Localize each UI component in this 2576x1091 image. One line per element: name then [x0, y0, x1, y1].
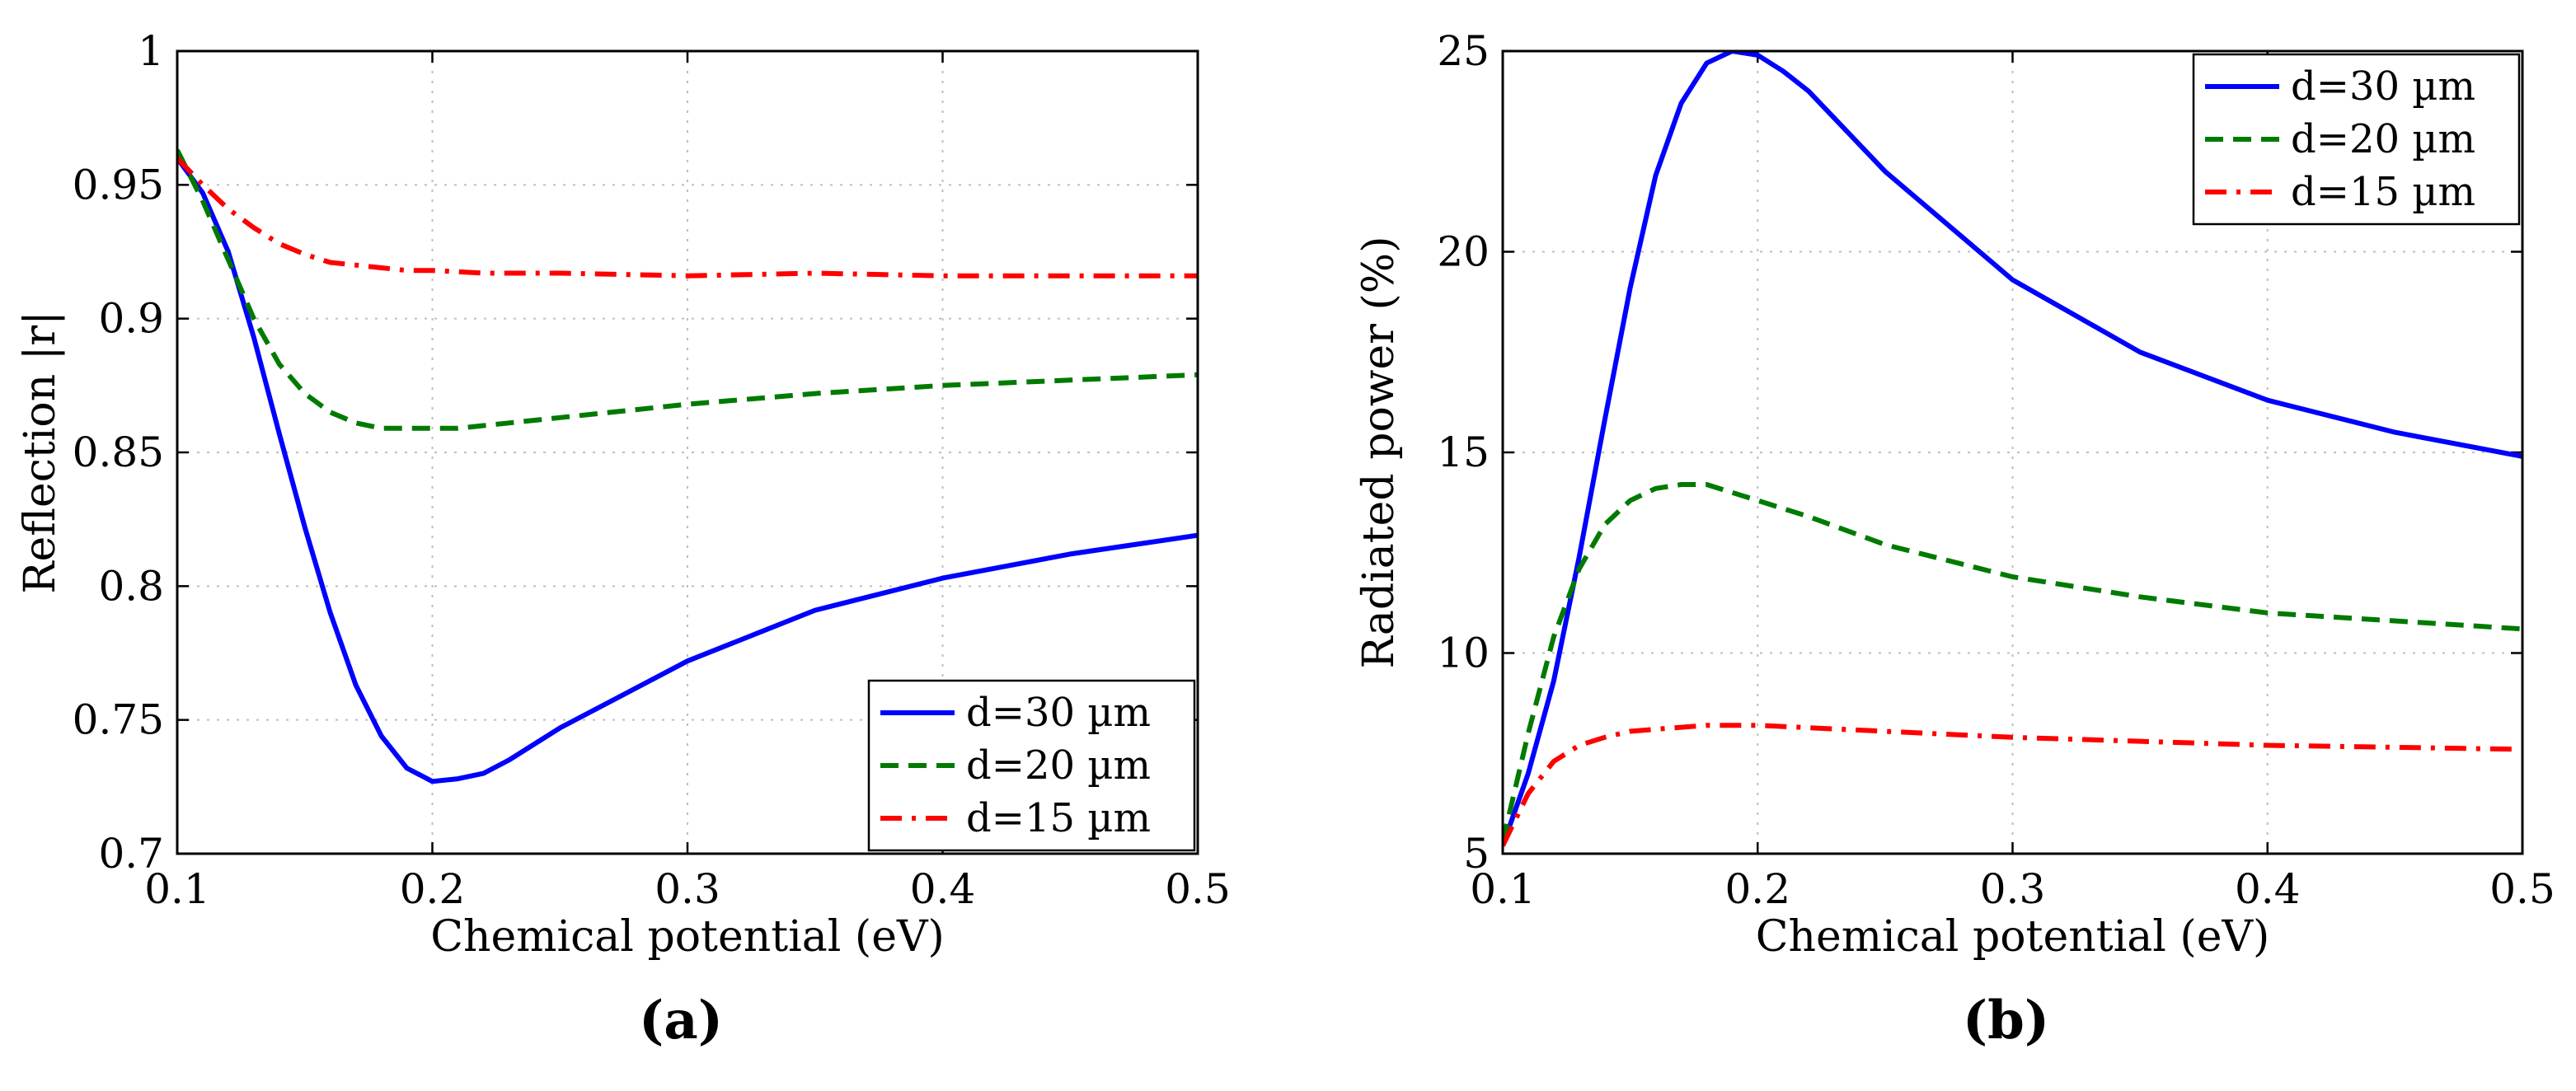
y-tick-label: 20 [1437, 228, 1490, 276]
x-axis-label: Chemical potential (eV) [1756, 912, 2270, 962]
series-line-3 [177, 156, 1198, 279]
legend-label: d=15 µm [966, 795, 1151, 841]
legend: d=30 µm d=20 µm d=15 µm [2192, 53, 2521, 226]
series-line-2 [177, 148, 1198, 431]
y-tick-label: 0.7 [98, 830, 164, 878]
chart-panel-a: 0.1 0.2 0.3 0.4 0.5 0.7 0.75 0.8 0.85 0.9 0.95 1 Che… [16, 27, 1231, 1051]
series-line-2 [1503, 482, 2522, 843]
y-axis-label: Radiated power (%) [1354, 236, 1404, 668]
series-line-1 [177, 157, 1198, 784]
legend-label: d=20 µm [2291, 116, 2475, 162]
legend-label: d=20 µm [966, 742, 1151, 789]
y-tick-label: 0.8 [98, 562, 164, 610]
y-tick-label: 0.85 [73, 428, 164, 476]
plot-frame [1501, 49, 2524, 855]
legend: d=30 µm d=20 µm d=15 µm [867, 679, 1196, 852]
panel-label: (b) [1963, 990, 2049, 1051]
x-tick-label: 0.4 [2235, 865, 2301, 913]
y-tick-label: 0.95 [73, 161, 164, 208]
x-tick-label: 0.2 [1724, 865, 1790, 913]
legend-label: d=30 µm [2291, 63, 2475, 110]
x-tick-label: 0.1 [144, 865, 210, 913]
x-axis-label: Chemical potential (eV) [430, 912, 945, 962]
legend-label: d=15 µm [2291, 169, 2475, 215]
x-tick-label: 0.3 [655, 865, 720, 913]
chart-panel-b: 0.1 0.2 0.3 0.4 0.5 5 10 15 20 25 Chemical potenti… [1354, 27, 2555, 1051]
x-tick-label: 0.3 [1980, 865, 2046, 913]
x-tick-label: 0.4 [910, 865, 976, 913]
x-tick-label: 0.5 [1165, 865, 1231, 913]
x-tick-label: 0.5 [2489, 865, 2555, 913]
x-tick-label: 0.1 [1470, 865, 1536, 913]
panel-label: (a) [639, 990, 723, 1051]
y-tick-label: 5 [1463, 830, 1490, 878]
y-axis-label: Reflection |r| [16, 311, 65, 593]
y-tick-label: 1 [138, 27, 164, 75]
series-line-3 [1503, 723, 2522, 847]
plot-frame [176, 49, 1199, 855]
y-tick-label: 0.9 [98, 295, 164, 343]
legend-label: d=30 µm [966, 690, 1151, 736]
y-tick-label: 25 [1437, 27, 1490, 75]
y-tick-label: 10 [1437, 630, 1490, 677]
y-tick-label: 15 [1437, 428, 1490, 476]
y-tick-label: 0.75 [73, 696, 164, 744]
x-tick-label: 0.2 [400, 865, 466, 913]
series-line-1 [1503, 51, 2522, 847]
